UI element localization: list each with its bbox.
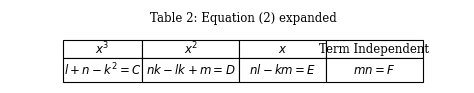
Text: $l + n - k^2 = C$: $l + n - k^2 = C$ bbox=[64, 62, 141, 78]
Bar bbox=[142, 40, 239, 58]
Text: $nl - km = E$: $nl - km = E$ bbox=[249, 63, 316, 77]
Bar bbox=[63, 40, 142, 58]
Text: Term Independent: Term Independent bbox=[319, 43, 429, 56]
Bar bbox=[63, 58, 142, 82]
Text: Table 2: Equation (2) expanded: Table 2: Equation (2) expanded bbox=[150, 12, 336, 25]
Bar bbox=[142, 58, 239, 82]
Text: $x^2$: $x^2$ bbox=[183, 41, 198, 57]
Text: $x$: $x$ bbox=[278, 43, 287, 56]
Text: $nk - lk + m = D$: $nk - lk + m = D$ bbox=[146, 63, 236, 77]
Bar bbox=[326, 40, 423, 58]
Bar bbox=[239, 58, 326, 82]
Text: $mn = F$: $mn = F$ bbox=[353, 64, 395, 77]
Bar bbox=[239, 40, 326, 58]
Bar bbox=[326, 58, 423, 82]
Text: $x^3$: $x^3$ bbox=[95, 41, 109, 57]
